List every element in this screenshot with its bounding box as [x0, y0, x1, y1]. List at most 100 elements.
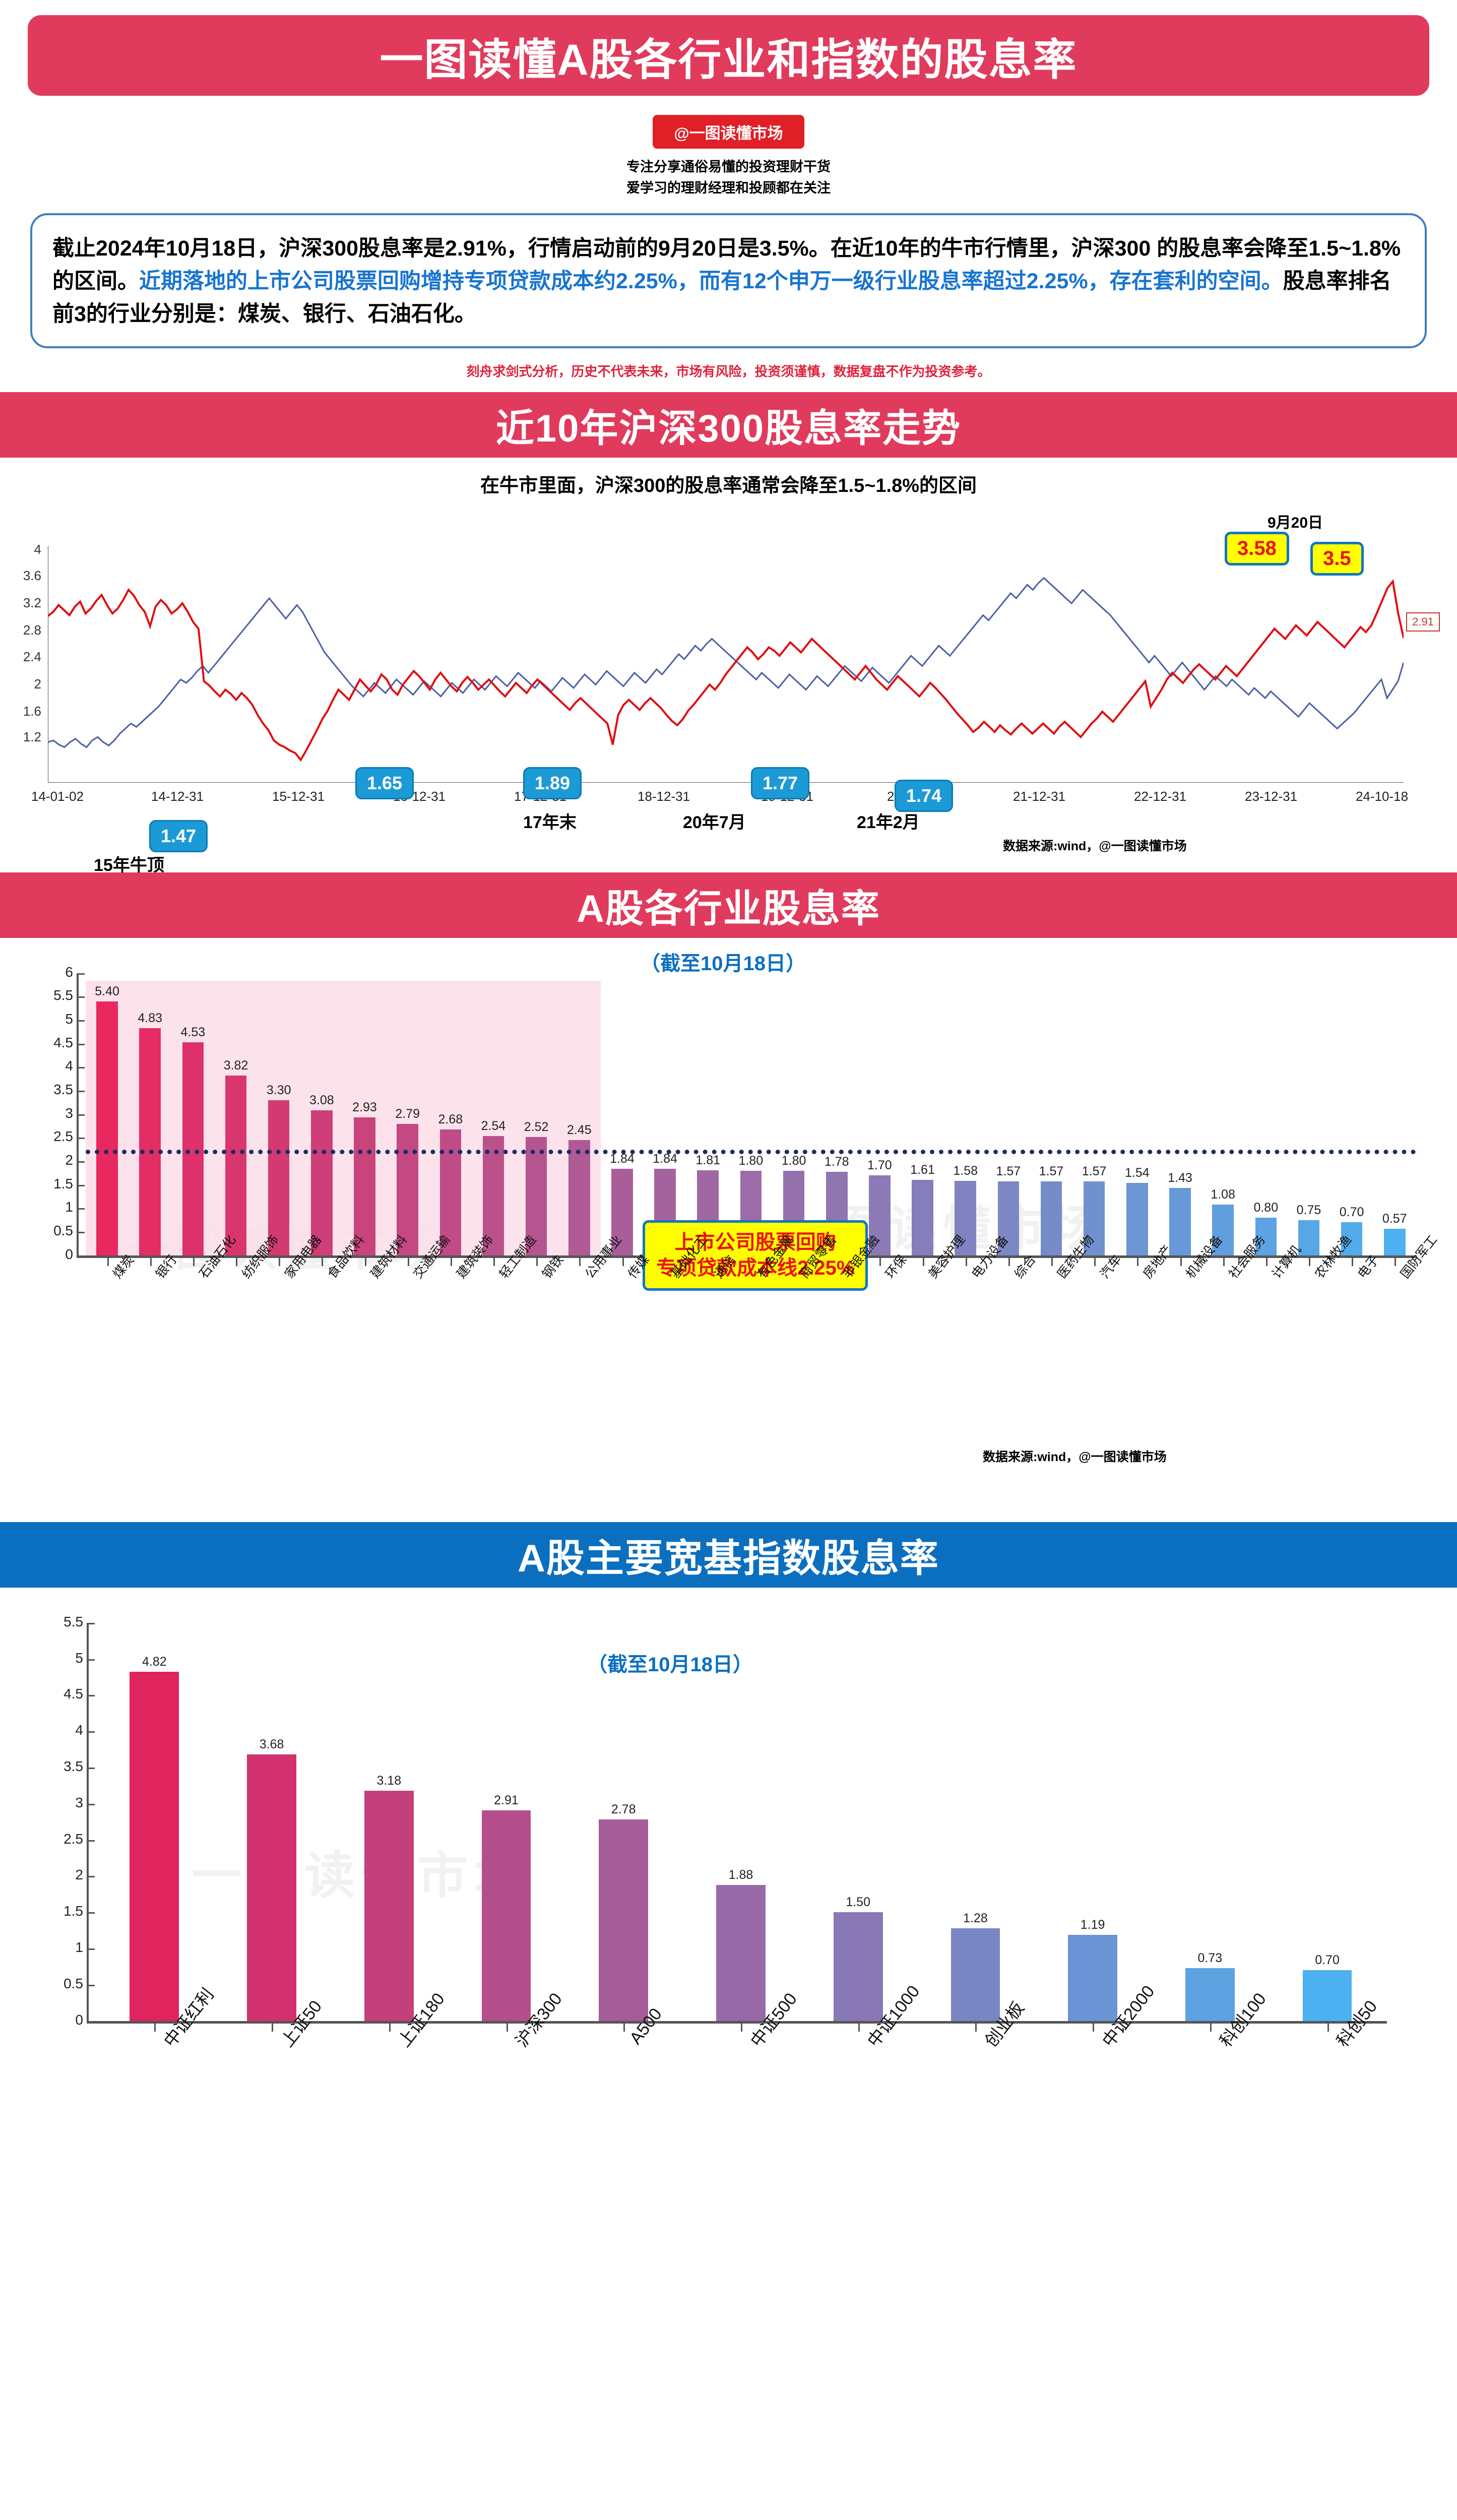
ytick-3: 3 [65, 1105, 73, 1121]
xtick-mark [389, 2023, 391, 2032]
bar-value-label: 2.79 [395, 1107, 420, 1121]
ytick-mark [87, 1840, 95, 1842]
bar-column: 0.70 [1331, 973, 1373, 1255]
summary-part1: 截止2024年10月18日，沪深300股息率是2.91%，行情启动前的9月20日… [52, 236, 1401, 294]
bar-rect [96, 1001, 118, 1255]
bar-rect [397, 1124, 418, 1255]
bar-rect [130, 1672, 179, 2021]
ytick-mark [87, 1659, 95, 1661]
xtick-mark [493, 1257, 495, 1266]
callout-peak-358: 3.58 [1225, 531, 1289, 565]
bar-column: 1.70 [858, 973, 901, 1255]
line-chart-plot [48, 545, 1404, 783]
xtick-mark [975, 2023, 977, 2032]
bar-column: 1.19 [1034, 1623, 1152, 2021]
ytick-2: 2 [75, 1867, 83, 1883]
bar-rect [716, 1884, 766, 2021]
bar-value-label: 0.80 [1253, 1201, 1279, 1215]
summary-highlight: 近期落地的上市公司股票回购增持专项贷款成本约2.25%，而有12个申万一级行业股… [139, 269, 1283, 294]
ytick-2p5: 2.5 [64, 1831, 83, 1847]
brand-block: @一图读懂市场 专注分享通俗易懂的投资理财干货 爱学习的理财经理和投顾都在关注 [0, 115, 1457, 199]
ytick-3p2: 3.2 [23, 595, 41, 610]
ytick-mark [87, 1768, 95, 1770]
bar-rect [482, 1136, 504, 1255]
callout-1p89: 1.89 [523, 767, 582, 799]
bar-column: 2.91 [448, 1623, 565, 2021]
ytick-4: 4 [65, 1058, 73, 1074]
bar-column: 1.57 [1073, 973, 1116, 1255]
section2-banner: A股各行业股息率 [0, 872, 1457, 938]
ytick-mark [87, 1948, 95, 1950]
xtick-mark [236, 1257, 238, 1266]
ytick-2p5: 2.5 [53, 1128, 73, 1145]
bar-column: 2.93 [343, 973, 386, 1255]
xtick-mark [1008, 1257, 1010, 1266]
ytick-4p5: 4.5 [53, 1034, 73, 1050]
summary-text: 截止2024年10月18日，沪深300股息率是2.91%，行情启动前的9月20日… [52, 232, 1405, 331]
industry-subtitle: （截至10月18日） [640, 952, 806, 975]
ytick-3: 3 [75, 1794, 83, 1810]
bar-column: 1.84 [601, 973, 644, 1255]
index-bars-row: 4.82 3.68 3.18 2.91 2.78 1.88 1.50 1.28 1.19 0.73… [96, 1623, 1386, 2021]
bar-rect [225, 1076, 247, 1255]
bar-column: 2.78 [565, 1623, 682, 2021]
bar-value-label: 1.88 [728, 1867, 753, 1882]
xtick-mark [536, 1257, 538, 1266]
industry-bars-row: 5.40 4.83 4.53 3.82 3.30 3.08 2.93 2.79 2.68 2.54… [86, 973, 1416, 1255]
ytick-0: 0 [75, 2011, 83, 2028]
ytick-5p5: 5.5 [53, 987, 73, 1003]
xtick-mark [279, 1257, 281, 1266]
ytick-mark [77, 1232, 85, 1234]
bar-value-label: 2.91 [494, 1793, 519, 1807]
bar-value-label: 1.57 [1082, 1164, 1107, 1179]
threshold-callout-line2: 专项贷款成本线2.25% [656, 1256, 855, 1279]
bar-column: 4.83 [129, 973, 171, 1255]
bar-value-label: 2.54 [481, 1118, 506, 1133]
threshold-callout-line1: 上市公司股票回购 [674, 1231, 836, 1253]
bar-column: 1.80 [729, 973, 772, 1255]
callout-1p74: 1.74 [895, 779, 954, 812]
bar-column: 3.82 [214, 973, 257, 1255]
bar-column: 1.57 [987, 973, 1030, 1255]
xtick-mark [506, 2023, 508, 2032]
xtick-mark [154, 2023, 156, 2032]
line-chart-wrap: 一图读懂市场 一图读懂市场 4 3.6 3.2 2.8 2.4 2 1.6 1.… [0, 497, 1457, 875]
bar-rect [268, 1100, 290, 1255]
ytick-6: 6 [65, 964, 73, 980]
bar-value-label: 1.43 [1168, 1171, 1192, 1185]
bar-rect [481, 1810, 531, 2021]
ytick-2p8: 2.8 [23, 622, 41, 638]
page-header-banner: 一图读懂A股各行业和指数的股息率 [28, 15, 1429, 96]
bar-column: 1.81 [686, 973, 729, 1255]
tag-sep20-date: 9月20日 [1268, 514, 1323, 531]
xtick-1: 14-12-31 [151, 788, 204, 804]
bar-rect [139, 1028, 161, 1255]
x-axis-line [87, 2021, 1387, 2024]
bar-column: 1.78 [815, 973, 858, 1255]
bar-rect [912, 1179, 933, 1255]
section3-banner: A股主要宽基指数股息率 [0, 1522, 1457, 1588]
xtick-0: 14-01-02 [31, 788, 84, 804]
xtick-mark [579, 1257, 581, 1266]
xtick-mark [1180, 1257, 1182, 1266]
bar-column: 0.75 [1287, 973, 1330, 1255]
xtick-9: 22-12-31 [1134, 788, 1187, 804]
bar-value-label: 3.30 [266, 1083, 291, 1097]
ytick-2p4: 2.4 [23, 649, 41, 664]
bar-rect [247, 1754, 296, 2021]
bar-rect [568, 1140, 590, 1255]
bar-value-label: 3.18 [376, 1774, 402, 1788]
ytick-mark [87, 1622, 95, 1624]
ytick-mark [87, 1803, 95, 1805]
bar-column: 5.40 [86, 973, 129, 1255]
bar-value-label: 1.61 [910, 1162, 935, 1177]
industry-highlight-band [86, 980, 601, 1255]
bar-column: 0.70 [1269, 1623, 1386, 2021]
ytick-5p5: 5.5 [64, 1613, 83, 1629]
callout-1p47: 1.47 [149, 820, 208, 852]
bar-column: 3.18 [330, 1623, 448, 2021]
bar-value-label: 1.57 [1039, 1164, 1064, 1179]
bar-column: 1.57 [1030, 973, 1072, 1255]
bar-rect [1126, 1183, 1148, 1255]
bar-value-label: 2.68 [438, 1112, 463, 1126]
